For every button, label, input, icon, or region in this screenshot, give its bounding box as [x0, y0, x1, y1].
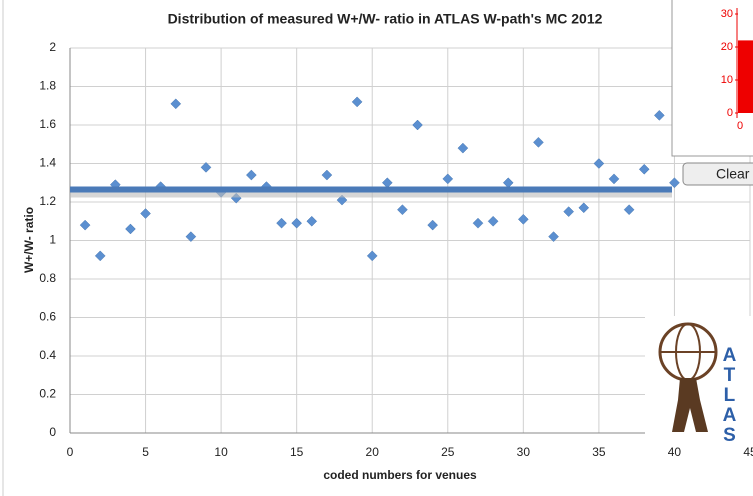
mean-line-shadow [70, 192, 672, 198]
data-point [79, 219, 91, 231]
data-point [245, 169, 257, 181]
overlays: 0 10 20 30 0 Clear ATLAS [645, 0, 753, 445]
x-tick-label: 20 [366, 445, 380, 459]
data-point [125, 223, 136, 235]
data-point [94, 250, 106, 262]
data-point [623, 204, 635, 216]
y-tick-label: 1.8 [39, 79, 56, 93]
logo-figure [672, 378, 708, 432]
data-point [321, 169, 333, 181]
x-tick-label: 35 [592, 445, 606, 459]
overlay-tick-label: 10 [721, 74, 733, 86]
y-tick-label: 1.6 [39, 117, 56, 131]
data-point [140, 208, 151, 219]
clear-button[interactable]: Clear [716, 166, 750, 182]
overlay-bar [738, 40, 753, 113]
data-point [669, 177, 680, 189]
data-point [336, 194, 348, 206]
data-point [638, 163, 650, 175]
data-point [351, 96, 363, 108]
chart-title: Distribution of measured W+/W- ratio in … [168, 11, 603, 27]
y-tick-label: 0 [49, 425, 56, 439]
data-point [533, 136, 544, 148]
x-tick-label: 25 [441, 445, 455, 459]
data-point [412, 119, 423, 131]
x-tick-label: 40 [668, 445, 682, 459]
x-tick-label: 0 [67, 445, 74, 459]
data-point [306, 215, 318, 227]
data-point [578, 202, 590, 214]
overlay-tick-label: 0 [727, 107, 733, 119]
data-point [653, 110, 665, 121]
overlay-x-tick-label: 0 [737, 120, 743, 132]
data-point [427, 219, 439, 231]
y-tick-label: 0.2 [39, 387, 56, 401]
x-tick-label: 10 [214, 445, 228, 459]
x-tick-label: 30 [517, 445, 531, 459]
y-tick-label: 1 [49, 233, 56, 247]
x-tick-label: 5 [142, 445, 149, 459]
data-point [200, 161, 212, 173]
x-tick-label: 15 [290, 445, 304, 459]
overlay-button-bg [682, 162, 753, 186]
data-point [563, 206, 575, 217]
y-tick-label: 1.2 [39, 194, 56, 208]
plot: 00.20.40.60.811.21.41.61.820 5 10 15 20 25 30 3… [39, 40, 753, 459]
y-tick-label: 0.6 [39, 310, 56, 324]
data-point [442, 173, 454, 185]
data-point [517, 213, 529, 225]
data-point [608, 173, 620, 185]
data-point [397, 204, 408, 216]
y-tick-label: 0.4 [39, 348, 56, 362]
x-axis-title: coded numbers for venues [323, 468, 477, 482]
data-point [548, 231, 559, 243]
overlay-tick-label: 30 [721, 8, 733, 20]
data-point [457, 142, 469, 154]
data-point [366, 250, 378, 262]
data-point [593, 158, 605, 169]
data-point [276, 217, 287, 229]
data-point [185, 231, 197, 243]
logo-text: ATLAS [719, 345, 740, 445]
y-tick-label: 1.4 [39, 156, 56, 170]
y-tick-label: 0.8 [39, 271, 56, 285]
data-point [472, 217, 484, 229]
overlay-tick-label: 20 [721, 41, 733, 53]
x-tick-label: 45 [743, 445, 753, 459]
data-point [170, 98, 182, 110]
y-tick-label: 2 [49, 40, 56, 54]
data-point [291, 217, 303, 229]
data-point [487, 215, 499, 227]
y-axis-title: W+/W- ratio [22, 207, 36, 273]
